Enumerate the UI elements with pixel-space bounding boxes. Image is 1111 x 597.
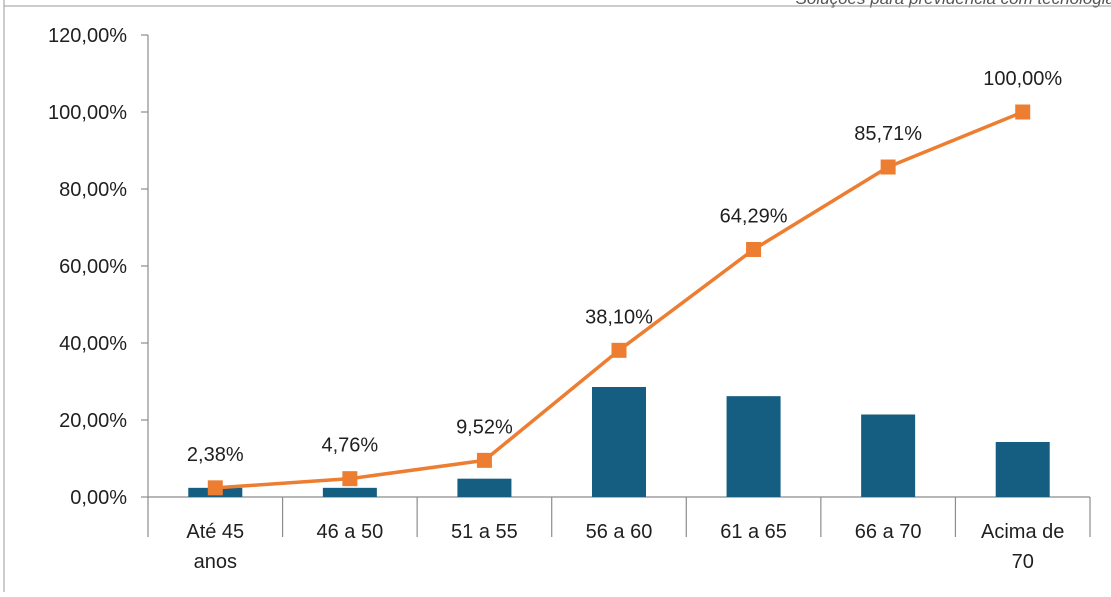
data-label: 100,00% <box>983 68 1062 90</box>
y-tick-label: 120,00% <box>48 25 127 47</box>
line-marker <box>476 452 492 468</box>
line-marker <box>611 342 627 358</box>
bar <box>995 441 1050 497</box>
line-marker <box>207 480 223 496</box>
y-tick-label: 20,00% <box>59 410 127 432</box>
bar <box>861 414 916 497</box>
x-category-label: Acima de <box>981 521 1064 543</box>
line-marker <box>746 241 762 257</box>
bar <box>457 478 512 497</box>
x-category-label: 70 <box>1012 551 1034 573</box>
data-label: 38,10% <box>585 306 653 328</box>
y-tick-label: 40,00% <box>59 333 127 355</box>
bar <box>726 396 781 497</box>
x-category-label: 56 a 60 <box>586 521 653 543</box>
line-marker <box>1015 104 1031 120</box>
x-category-label: 66 a 70 <box>855 521 922 543</box>
y-tick-label: 100,00% <box>48 102 127 124</box>
x-category-label: 61 a 65 <box>720 521 787 543</box>
data-label: 9,52% <box>456 416 513 438</box>
data-label: 2,38% <box>187 444 244 466</box>
bar <box>592 387 646 497</box>
x-category-label: anos <box>194 551 237 573</box>
data-label: 85,71% <box>854 123 922 145</box>
x-category-label: 46 a 50 <box>316 521 383 543</box>
y-tick-label: 0,00% <box>70 487 127 509</box>
x-category-label: 51 a 55 <box>451 521 518 543</box>
line-marker <box>342 471 358 487</box>
data-label: 64,29% <box>720 205 788 227</box>
bar <box>322 487 377 497</box>
y-tick-label: 80,00% <box>59 179 127 201</box>
y-tick-label: 60,00% <box>59 256 127 278</box>
x-category-label: Até 45 <box>186 521 244 543</box>
line-marker <box>880 159 896 175</box>
header-text: Soluções para previdência com tecnologia <box>796 0 1111 8</box>
data-label: 4,76% <box>321 435 378 457</box>
